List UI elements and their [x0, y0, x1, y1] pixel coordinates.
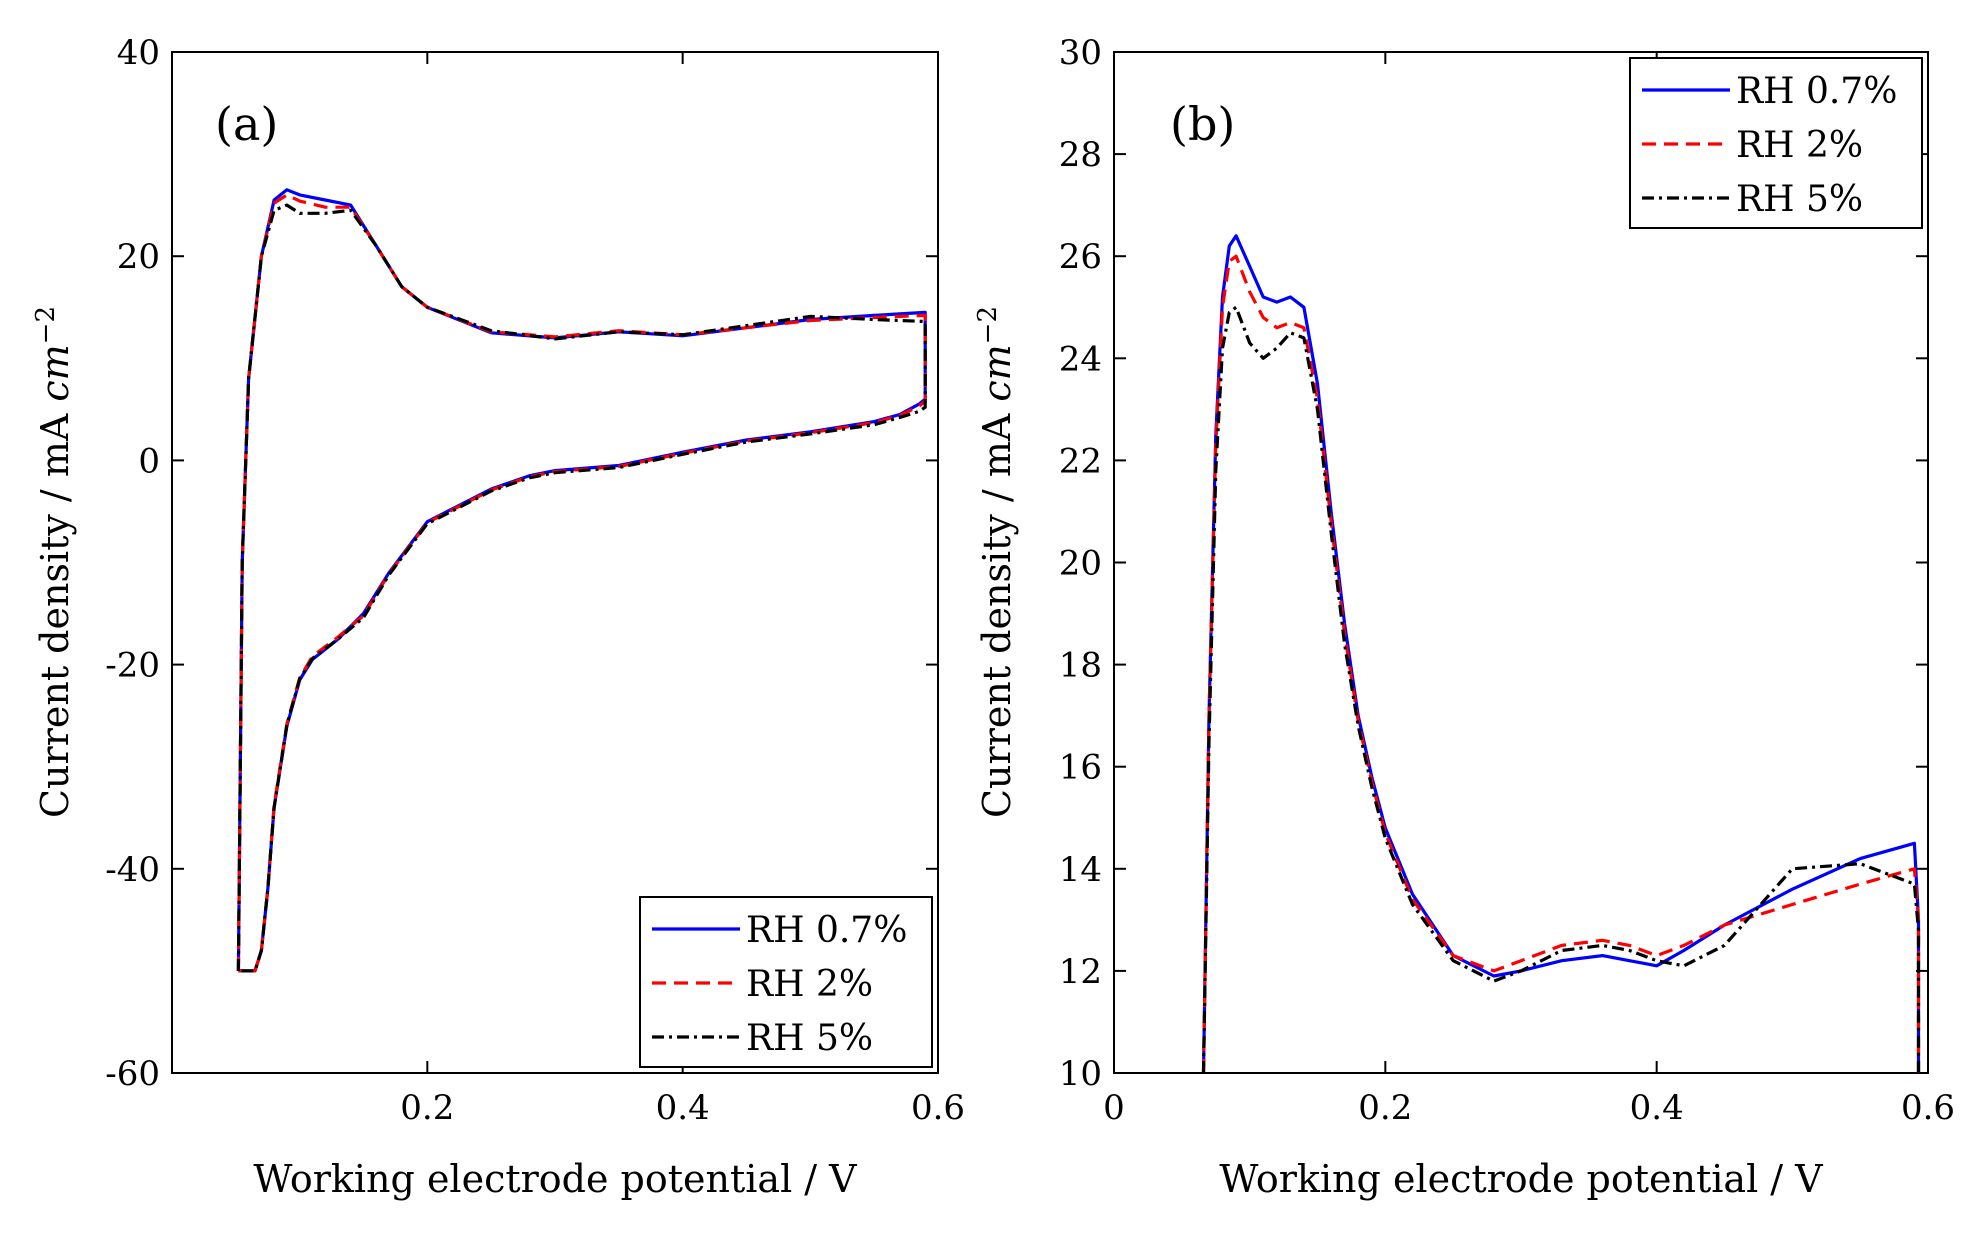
y-tick-label-a: -20 [105, 646, 160, 686]
y-tick-label-b: 30 [1059, 33, 1102, 73]
legend-label-a-3: RH 5% [746, 1018, 873, 1059]
y-tick-label-b: 24 [1059, 339, 1102, 379]
x-tick-label-b: 0.4 [1630, 1088, 1684, 1128]
y-tick-label-a: -40 [105, 850, 160, 890]
y-tick-label-a: 0 [138, 441, 160, 481]
series-line-a-3 [236, 203, 927, 973]
x-tick-label-a: 0.6 [911, 1088, 965, 1128]
y-tick-label-b: 10 [1059, 1054, 1102, 1094]
x-tick-label-a: 0.4 [656, 1088, 710, 1128]
chart-panel-b: 0 0.2 0.4 0.6 10 12 14 16 18 20 22 24 26 28 30 (b) Wor… [973, 33, 1955, 1201]
x-tick-label-b: 0.2 [1358, 1088, 1412, 1128]
legend-b: RH 0.7% RH 2% RH 5% [1629, 57, 1923, 229]
y-axis-label-a: Current density / mA cm−2 [31, 306, 77, 818]
panel-label-a: (a) [215, 97, 278, 151]
legend-box-b [1629, 57, 1923, 229]
y-axis-label-exp-b: −2 [973, 306, 1003, 344]
y-tick-label-b: 12 [1059, 952, 1102, 992]
ticks-a: 0.2 0.4 0.6 -60 -40 -20 0 20 40 [105, 33, 965, 1128]
legend-a: RH 0.7% RH 2% RH 5% [639, 896, 933, 1068]
y-tick-label-b: 20 [1059, 544, 1102, 584]
plot-area-a [171, 51, 939, 1074]
y-tick-label-b: 22 [1059, 441, 1102, 481]
x-axis-label-a: Working electrode potential / V [253, 1157, 857, 1201]
y-tick-label-a: 40 [117, 33, 160, 73]
y-tick-label-a: -60 [105, 1054, 160, 1094]
legend-label-b-3: RH 5% [1736, 179, 1863, 220]
y-tick-label-b: 26 [1059, 237, 1102, 277]
x-tick-label-b: 0.6 [1901, 1088, 1955, 1128]
y-axis-label-main-b: Current density / mA [975, 402, 1019, 818]
series-line-b-3 [1201, 305, 1921, 1073]
y-tick-label-b: 16 [1059, 748, 1102, 788]
y-axis-label-exp-a: −2 [31, 306, 61, 344]
panel-label-b: (b) [1170, 97, 1235, 151]
x-axis-label-b: Working electrode potential / V [1219, 1157, 1823, 1201]
series-layer-a [236, 188, 927, 973]
y-axis-label-unit-b: cm [975, 344, 1019, 401]
legend-box-a [639, 896, 933, 1068]
y-axis-label-b: Current density / mA cm−2 [973, 306, 1019, 818]
y-tick-label-b: 28 [1059, 135, 1102, 175]
y-axis-label-main-a: Current density / mA [33, 402, 77, 818]
x-tick-label-a: 0.2 [400, 1088, 454, 1128]
legend-label-b-1: RH 0.7% [1736, 71, 1897, 112]
y-axis-label-unit-a: cm [33, 344, 77, 401]
y-tick-label-a: 20 [117, 237, 160, 277]
legend-label-b-2: RH 2% [1736, 125, 1863, 166]
ticks-b: 0 0.2 0.4 0.6 10 12 14 16 18 20 22 24 26 28 30 [1059, 33, 1955, 1128]
chart-panel-a: 0.2 0.4 0.6 -60 -40 -20 0 20 40 (a) Working elec… [31, 33, 965, 1201]
x-tick-label-b: 0 [1103, 1088, 1125, 1128]
y-tick-label-b: 14 [1059, 850, 1102, 890]
legend-label-a-2: RH 2% [746, 964, 873, 1005]
y-tick-label-b: 18 [1059, 646, 1102, 686]
series-layer-b [1201, 234, 1921, 1073]
legend-label-a-1: RH 0.7% [746, 910, 907, 951]
